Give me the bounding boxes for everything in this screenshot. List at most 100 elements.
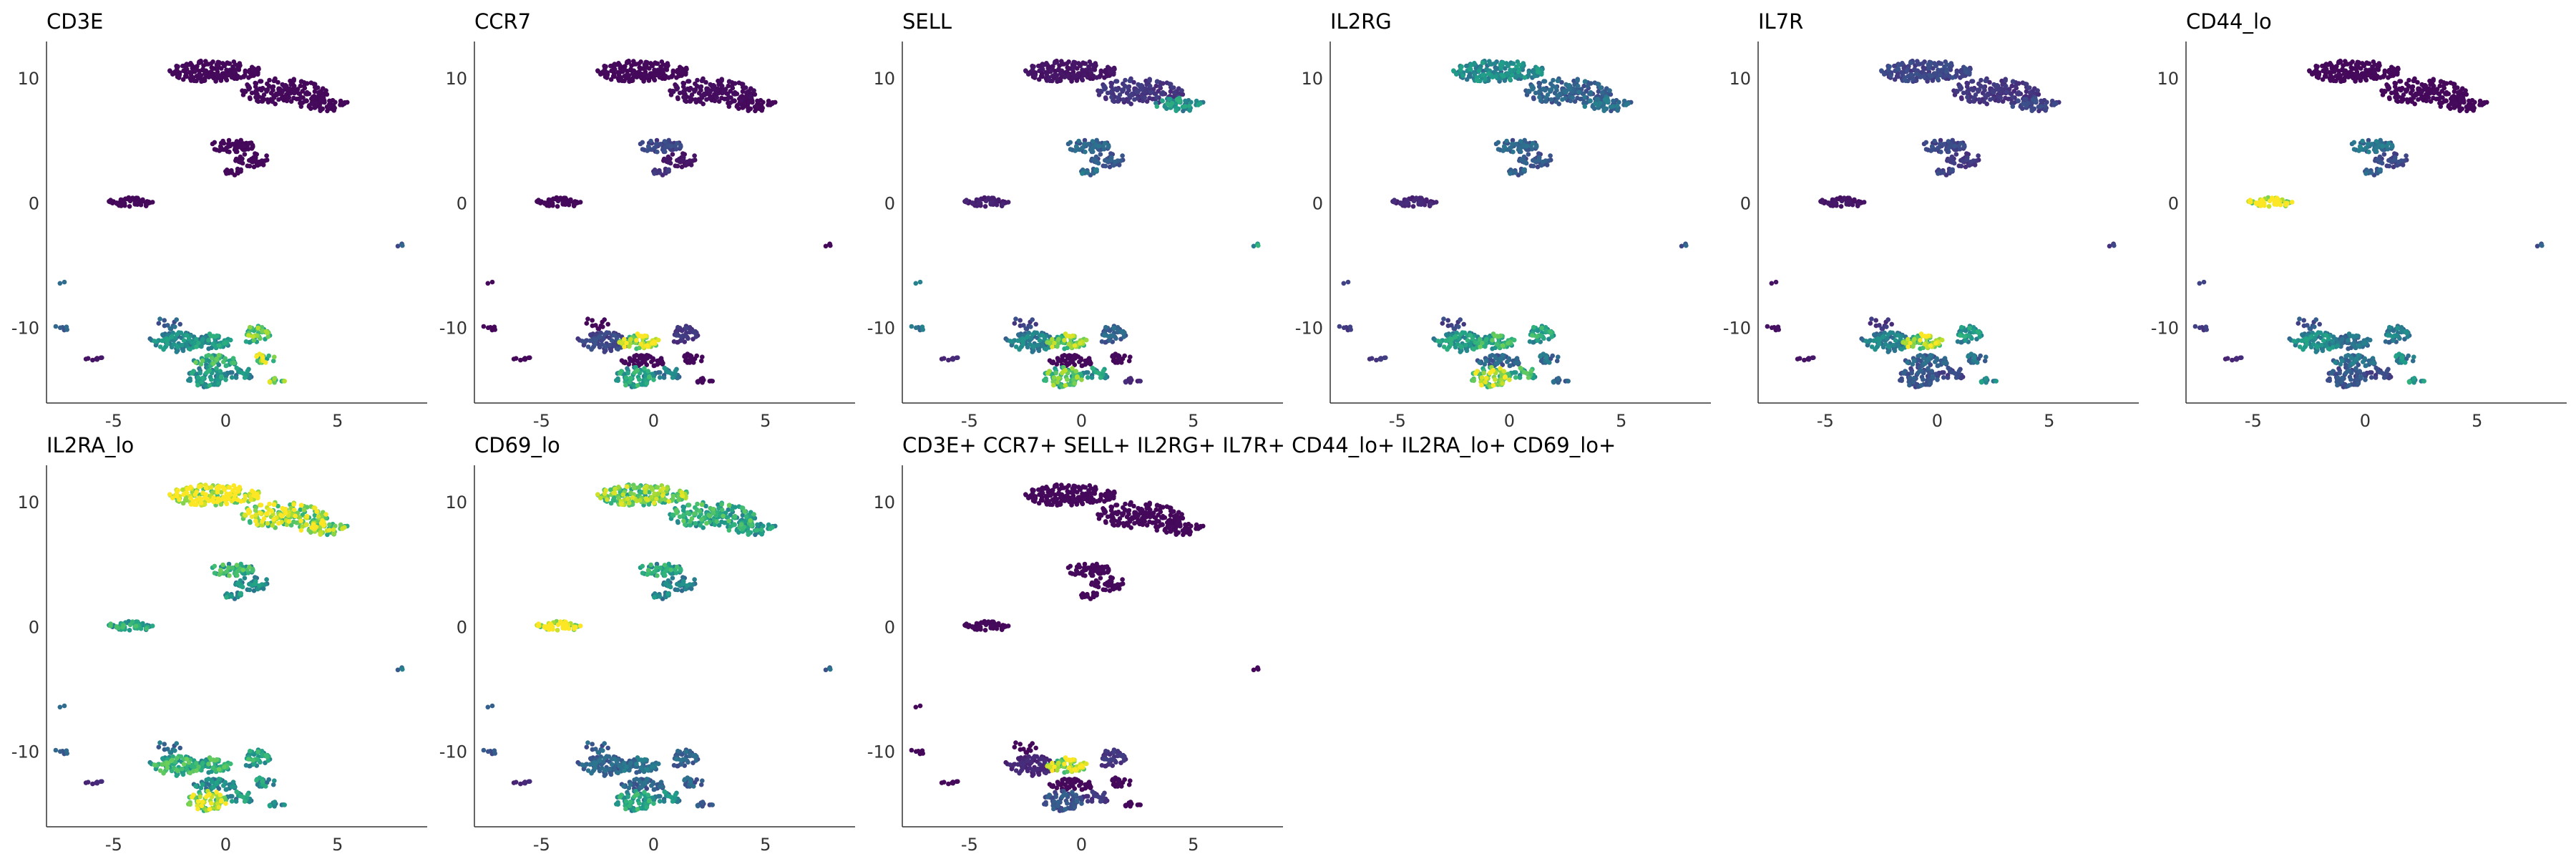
data-point <box>1508 363 1513 368</box>
data-point <box>621 360 626 365</box>
data-point <box>1480 60 1485 66</box>
data-point <box>1547 360 1552 365</box>
data-point <box>1601 108 1606 113</box>
data-point <box>1494 341 1499 347</box>
data-point <box>647 374 652 379</box>
data-point <box>1081 141 1087 147</box>
data-point <box>1932 138 1937 144</box>
data-point <box>1563 89 1568 95</box>
data-point <box>1492 334 1498 339</box>
data-point <box>213 334 218 339</box>
data-point <box>673 84 678 89</box>
panel-title: IL7R <box>1758 9 1803 34</box>
data-point <box>2026 85 2031 90</box>
data-point <box>1868 321 1873 326</box>
data-point <box>191 340 197 346</box>
data-point <box>2021 101 2026 107</box>
data-point <box>228 337 233 343</box>
data-point <box>595 68 600 73</box>
data-point <box>1811 355 1816 361</box>
data-point <box>197 370 203 376</box>
data-point <box>689 92 695 97</box>
data-point <box>1943 360 1948 366</box>
data-point <box>1551 379 1556 384</box>
data-point <box>1529 84 1534 89</box>
data-point <box>181 338 187 343</box>
data-point <box>1982 358 1988 364</box>
data-point <box>1490 74 1496 79</box>
data-point <box>623 382 628 388</box>
data-point <box>1582 94 1587 100</box>
data-point <box>955 355 960 361</box>
data-point <box>1068 140 1073 145</box>
data-point <box>1433 200 1439 205</box>
data-point <box>917 279 923 285</box>
data-point <box>272 354 277 360</box>
data-point <box>555 198 561 204</box>
data-point <box>160 332 165 337</box>
data-point <box>1055 336 1061 342</box>
data-point <box>768 102 773 107</box>
data-point <box>318 108 323 113</box>
data-point <box>628 375 633 381</box>
data-point <box>1863 339 1869 344</box>
data-point <box>1536 157 1541 163</box>
data-point <box>1031 344 1036 350</box>
data-point <box>271 78 277 83</box>
data-point <box>1405 199 1410 204</box>
data-point <box>1052 60 1058 66</box>
data-point <box>1196 102 1201 107</box>
data-point <box>1062 74 1068 79</box>
data-point <box>1976 97 1982 102</box>
data-point <box>1043 378 1048 383</box>
data-point <box>1970 79 1976 84</box>
data-point <box>1101 84 1106 89</box>
data-point <box>243 88 248 94</box>
data-point <box>202 71 208 77</box>
data-point <box>1518 365 1523 371</box>
data-point <box>1088 62 1094 67</box>
data-point <box>674 333 679 338</box>
data-point <box>1113 87 1118 92</box>
data-point <box>522 356 528 362</box>
data-point <box>618 371 623 376</box>
data-point <box>197 72 203 78</box>
data-point <box>200 358 205 364</box>
data-point <box>1122 353 1127 359</box>
data-point <box>233 375 239 380</box>
data-point <box>1086 356 1092 361</box>
data-point <box>1096 143 1101 149</box>
data-point <box>170 72 175 77</box>
data-point <box>1905 360 1910 365</box>
data-point <box>1892 348 1898 354</box>
data-point <box>1958 140 1963 146</box>
data-point <box>1099 339 1105 344</box>
point-layer <box>481 58 833 389</box>
data-point <box>1449 337 1454 342</box>
data-point <box>192 68 198 74</box>
data-point <box>919 324 925 330</box>
data-point <box>1120 153 1125 158</box>
data-point <box>1959 96 1964 102</box>
data-point <box>1033 73 1038 79</box>
data-point <box>1984 354 1989 360</box>
data-point <box>214 356 220 361</box>
data-point <box>1093 168 1098 173</box>
data-point <box>1797 356 1802 361</box>
data-point <box>1531 163 1536 169</box>
data-point <box>1049 360 1054 365</box>
data-point <box>659 360 665 366</box>
data-point <box>224 363 230 368</box>
data-point <box>267 379 273 384</box>
data-point <box>1513 370 1518 375</box>
data-point <box>1040 67 1045 72</box>
data-point <box>1085 142 1091 147</box>
data-point <box>2003 78 2008 83</box>
data-point <box>1482 77 1488 82</box>
data-point <box>628 358 633 364</box>
data-point <box>1119 87 1125 92</box>
data-point <box>251 66 257 72</box>
data-point <box>1547 87 1553 92</box>
data-point <box>231 360 237 366</box>
